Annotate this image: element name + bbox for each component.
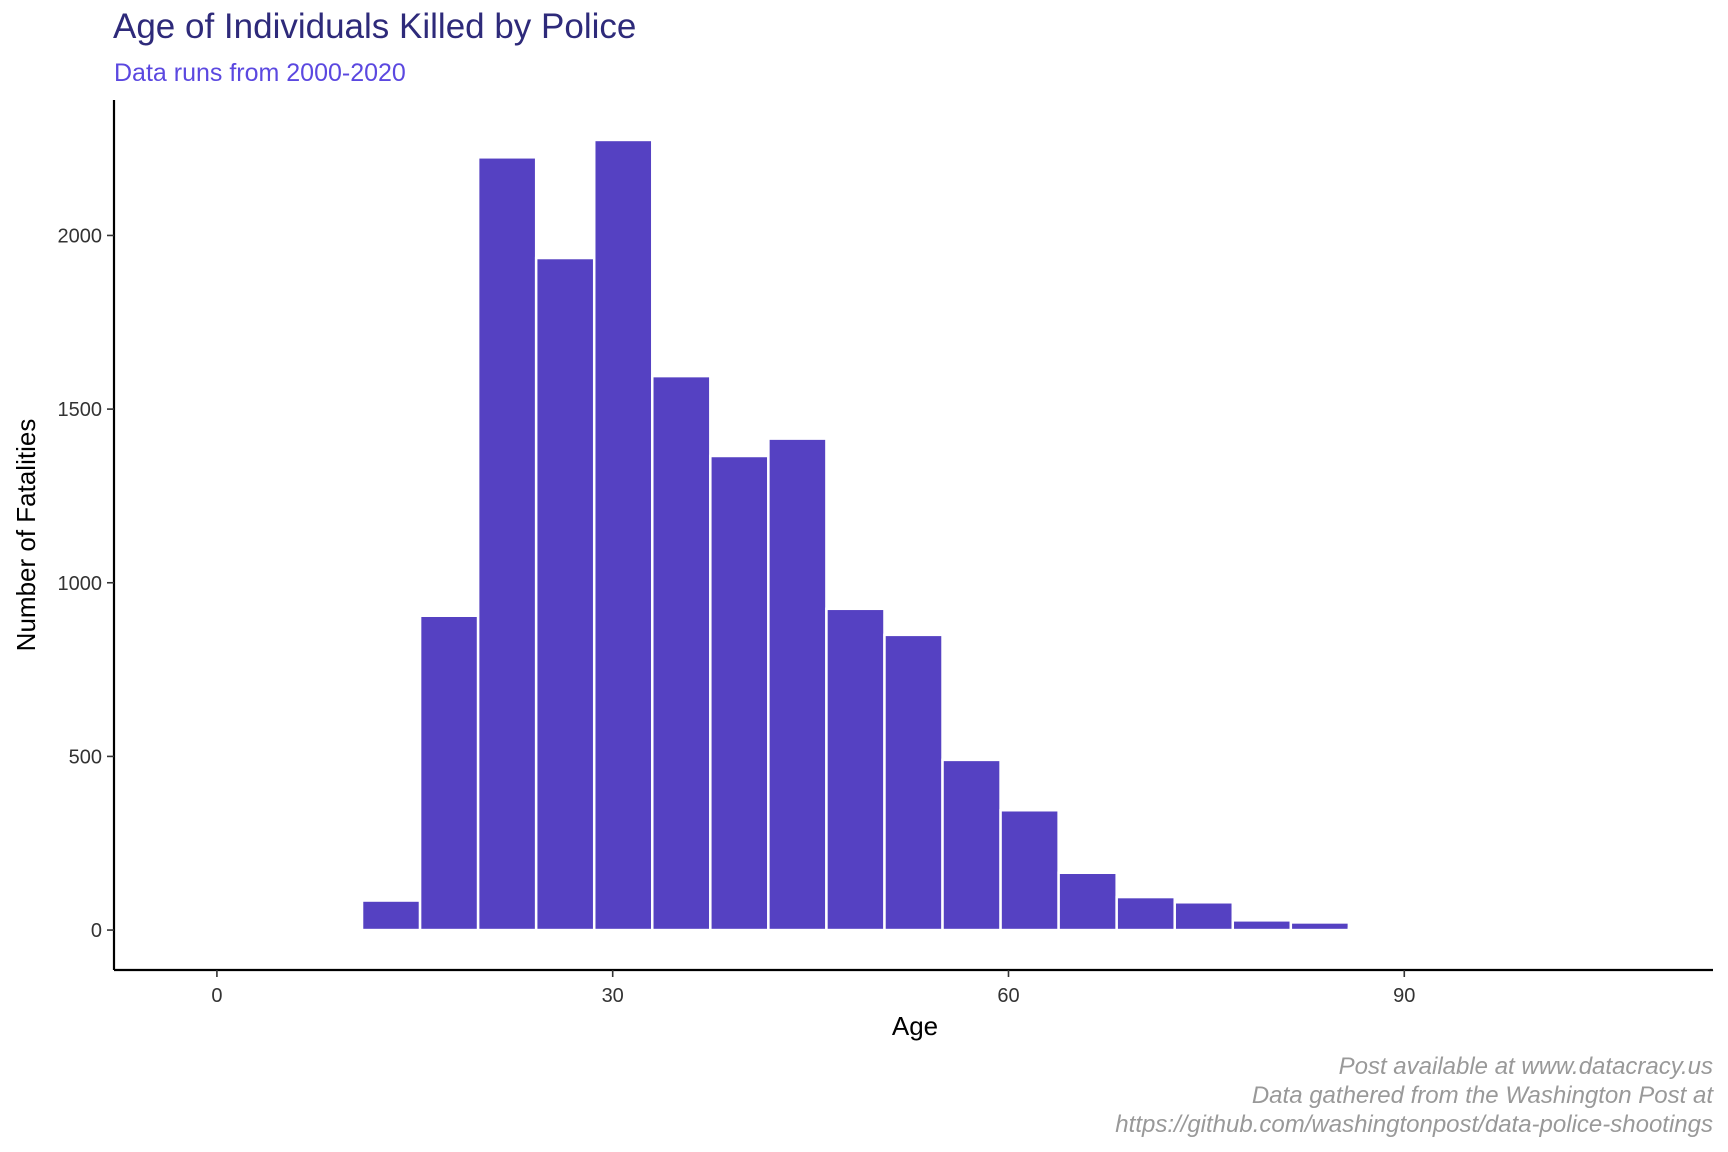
bars-group <box>244 138 1409 932</box>
histogram-bar-8 <box>709 454 770 932</box>
histogram-bar-2 <box>360 899 422 932</box>
x-axis-title: Age <box>892 1011 938 1041</box>
histogram-bar-4 <box>476 156 538 932</box>
caption-line-3: https://github.com/washingtonpost/data-p… <box>1115 1111 1713 1138</box>
histogram-bar-11 <box>883 633 944 932</box>
y-axis-title: Number of Fatalities <box>11 419 41 652</box>
chart-title: Age of Individuals Killed by Police <box>113 7 636 46</box>
y-tick-label-4: 2000 <box>58 225 103 247</box>
histogram-bar-10 <box>825 607 886 932</box>
histogram-bar-13 <box>999 808 1060 932</box>
caption-line-1: Post available at www.datacracy.us <box>1339 1053 1713 1080</box>
x-axis-ticks: 0 30 60 90 <box>211 970 1415 1007</box>
histogram-bar-3 <box>418 614 480 932</box>
histogram-bar-12 <box>941 758 1002 932</box>
y-tick-label-1: 500 <box>69 746 102 768</box>
y-tick-label-3: 1500 <box>58 399 103 421</box>
histogram-bar-16 <box>1173 901 1235 932</box>
x-tick-label-1: 30 <box>602 985 624 1007</box>
histogram-bar-5 <box>534 256 596 932</box>
histogram-bar-7 <box>651 374 712 932</box>
x-tick-label-2: 60 <box>997 985 1019 1007</box>
x-tick-label-3: 90 <box>1393 985 1415 1007</box>
histogram-bar-0 <box>244 927 306 932</box>
histogram-bar-9 <box>767 437 828 932</box>
y-tick-label-2: 1000 <box>58 573 103 595</box>
histogram-bar-15 <box>1115 895 1176 932</box>
histogram-bar-17 <box>1231 919 1293 932</box>
histogram-bar-6 <box>592 138 654 932</box>
chart-subtitle: Data runs from 2000-2020 <box>114 59 406 87</box>
y-axis-ticks: 0 500 1000 1500 2000 <box>58 225 114 942</box>
y-tick-label-0: 0 <box>91 920 102 942</box>
x-tick-label-0: 0 <box>211 985 222 1007</box>
histogram-bar-1 <box>302 927 364 932</box>
histogram-bar-18 <box>1289 921 1351 932</box>
histogram-bar-19 <box>1347 927 1409 932</box>
histogram-bar-14 <box>1057 871 1118 932</box>
caption-line-2: Data gathered from the Washington Post a… <box>1252 1082 1714 1109</box>
